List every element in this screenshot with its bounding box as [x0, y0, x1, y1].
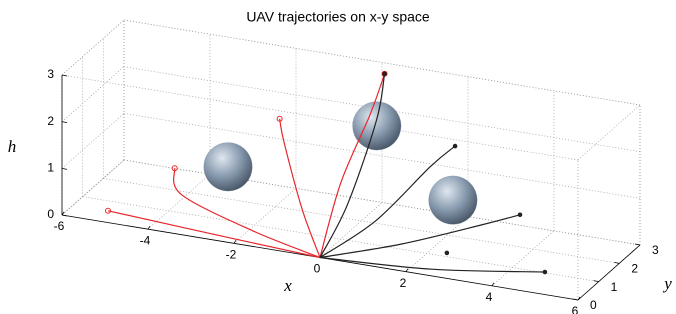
x-axis-label: x: [283, 276, 292, 295]
y-tick: [635, 244, 640, 245]
x-tick: [492, 283, 494, 286]
grid-line: [62, 20, 124, 75]
z-tick-label: 3: [47, 67, 54, 81]
x-tick-label: -2: [226, 248, 237, 262]
y-tick-label: 3: [652, 243, 659, 257]
x-tick-label: -6: [54, 219, 65, 233]
trajectory: [280, 119, 320, 258]
x-tick-label: 2: [400, 276, 407, 290]
z-axis-label: h: [8, 137, 17, 156]
x-tick: [406, 269, 408, 272]
obstacle: [204, 143, 253, 192]
trajectory: [320, 215, 520, 258]
endpoint-marker: [445, 251, 449, 255]
obstacle: [429, 176, 478, 225]
grid-line: [148, 174, 210, 229]
endpoint-marker: [543, 270, 547, 274]
obstacle: [353, 102, 402, 151]
endpoint-marker: [453, 144, 457, 148]
x-tick: [148, 226, 150, 229]
x-tick-label: 4: [486, 290, 493, 304]
x-tick-label: -4: [140, 233, 151, 247]
grid-line: [83, 197, 599, 282]
z-tick-label: 1: [47, 161, 54, 175]
x-tick-label: 6: [572, 304, 579, 314]
y-tick: [573, 299, 578, 300]
endpoint-marker: [518, 213, 522, 217]
y-tick-label: 1: [611, 280, 618, 294]
chart-title: UAV trajectories on x-y space: [246, 9, 430, 25]
grid-line: [234, 188, 296, 243]
trajectory: [320, 258, 545, 273]
z-tick-label: 2: [47, 114, 54, 128]
y-tick-label: 2: [631, 262, 638, 276]
z-tick: [62, 215, 67, 216]
z-tick-label: 0: [47, 207, 54, 221]
y-tick-label: 0: [590, 298, 597, 312]
x-tick-label: 0: [314, 262, 321, 276]
y-axis-label: y: [662, 274, 672, 293]
box-edge: [578, 105, 640, 160]
x-tick: [234, 240, 236, 243]
y-tick: [594, 281, 599, 282]
z-tick: [62, 122, 67, 123]
z-tick: [62, 75, 67, 76]
trajectory: [320, 74, 385, 258]
y-tick: [614, 262, 619, 263]
grid-line: [406, 217, 468, 272]
grid-line: [124, 160, 640, 245]
chart: UAV trajectories on x-y space x y h -6 -4…: [0, 0, 676, 314]
endpoint-marker: [383, 72, 387, 76]
grid-line: [62, 113, 124, 168]
grid-line: [492, 231, 554, 286]
box-edge: [62, 75, 578, 160]
z-tick: [62, 168, 67, 169]
grid-line: [62, 67, 124, 122]
